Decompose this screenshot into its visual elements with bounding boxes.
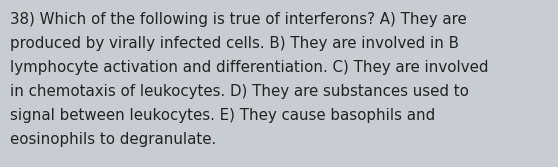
- Text: produced by virally infected cells. B) They are involved in B: produced by virally infected cells. B) T…: [10, 36, 459, 51]
- Text: signal between leukocytes. E) They cause basophils and: signal between leukocytes. E) They cause…: [10, 108, 435, 123]
- Text: in chemotaxis of leukocytes. D) They are substances used to: in chemotaxis of leukocytes. D) They are…: [10, 84, 469, 99]
- Text: eosinophils to degranulate.: eosinophils to degranulate.: [10, 132, 217, 147]
- Text: 38) Which of the following is true of interferons? A) They are: 38) Which of the following is true of in…: [10, 12, 466, 27]
- Text: lymphocyte activation and differentiation. C) They are involved: lymphocyte activation and differentiatio…: [10, 60, 488, 75]
